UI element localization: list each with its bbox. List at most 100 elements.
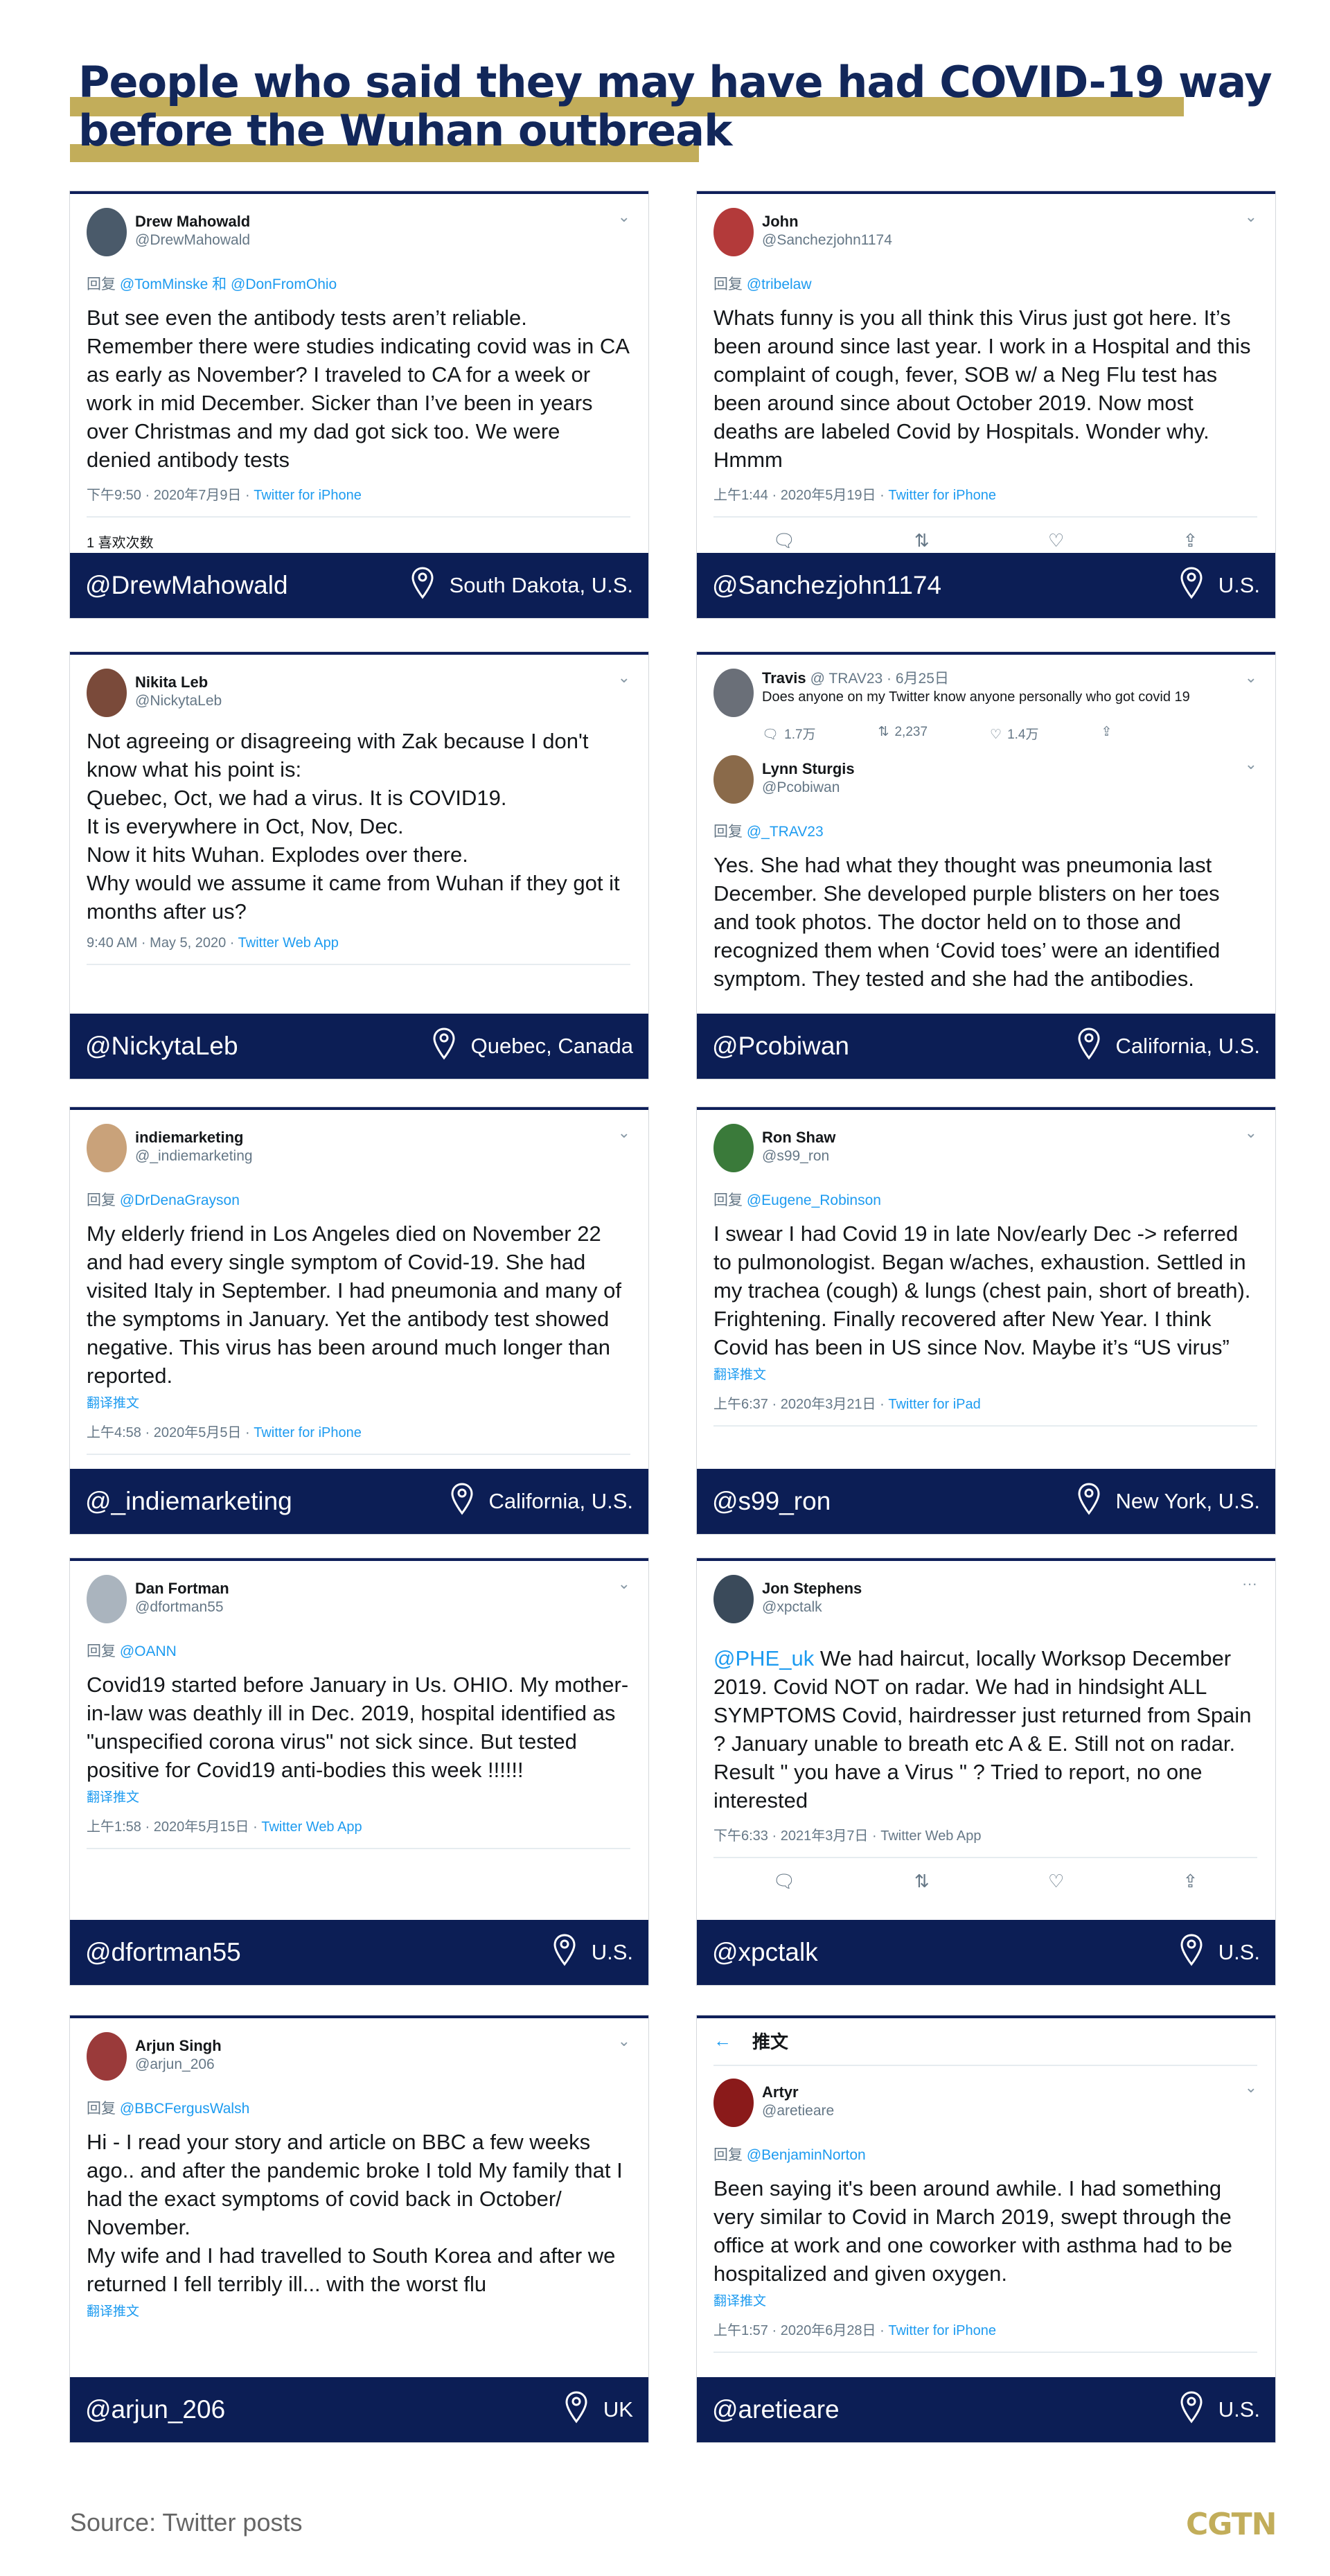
reply-to-link[interactable]: @TomMinske 和 @DonFromOhio bbox=[119, 276, 337, 292]
chevron-down-icon[interactable]: ⌄ bbox=[617, 2032, 630, 2049]
reply-to-link[interactable]: @_TRAV23 bbox=[746, 824, 824, 840]
avatar[interactable] bbox=[713, 1124, 754, 1172]
reply-button[interactable]: 🗨 bbox=[773, 530, 796, 552]
user-name[interactable]: Ron Shaw bbox=[762, 1129, 836, 1146]
tweet-header: Nikita Leb @NickytaLeb ⌄ bbox=[87, 669, 630, 717]
timestamp[interactable]: 上午4:58 · 2020年5月5日 · bbox=[87, 1425, 254, 1440]
share-button[interactable]: ⇪ bbox=[1101, 724, 1112, 743]
retweet-button[interactable]: ⇅ bbox=[914, 530, 930, 552]
timestamp[interactable]: 下午9:50 · 2020年7月9日 · bbox=[87, 488, 254, 503]
translate-link[interactable]: 翻译推文 bbox=[87, 1396, 140, 1411]
avatar[interactable] bbox=[713, 755, 754, 804]
parent-tweet-content: Travis @ TRAV23 · 6月25日 Does anyone on my … bbox=[762, 669, 1190, 706]
tweet-source[interactable]: Twitter for iPhone bbox=[888, 2323, 996, 2338]
user-handle[interactable]: @Sanchezjohn1174 bbox=[762, 232, 892, 248]
tweet-card: indiemarketing @_indiemarketing ⌄ 回复 @DrDen… bbox=[70, 1107, 648, 1534]
location-pin-icon bbox=[432, 1027, 471, 1066]
chevron-down-icon[interactable]: ⌄ bbox=[1244, 1124, 1257, 1141]
user-name[interactable]: Lynn Sturgis bbox=[762, 760, 855, 777]
tweet-source[interactable]: Twitter for iPhone bbox=[254, 488, 362, 503]
user-handle[interactable]: @xpctalk bbox=[762, 1599, 822, 1615]
timestamp[interactable]: 上午1:44 · 2020年5月19日 · bbox=[713, 488, 889, 503]
reply-button[interactable]: 🗨 bbox=[773, 1871, 796, 1892]
user-handle[interactable]: @DrewMahowald bbox=[135, 232, 251, 248]
timestamp[interactable]: 上午1:58 · 2020年5月15日 · bbox=[87, 1819, 262, 1835]
avatar[interactable] bbox=[713, 1575, 754, 1623]
action-count: 1.4万 bbox=[1007, 727, 1039, 742]
tweet-text-content: Not agreeing or disagreeing with Zak bec… bbox=[87, 729, 620, 924]
timestamp[interactable]: 9:40 AM · May 5, 2020 · bbox=[87, 935, 238, 951]
card-footer: @Sanchezjohn1174 U.S. bbox=[697, 553, 1275, 618]
translate-link[interactable]: 翻译推文 bbox=[87, 1790, 140, 1805]
avatar[interactable] bbox=[87, 208, 127, 256]
user-handle[interactable]: @arjun_206 bbox=[135, 2056, 215, 2072]
timestamp[interactable]: 上午1:57 · 2020年6月28日 · bbox=[713, 2323, 889, 2338]
reply-to-link[interactable]: @BBCFergusWalsh bbox=[119, 2101, 250, 2117]
reply-to-link[interactable]: @tribelaw bbox=[746, 276, 812, 292]
user-name[interactable]: Dan Fortman bbox=[135, 1580, 229, 1597]
mention-link[interactable]: @PHE_uk bbox=[713, 1646, 815, 1670]
retweet-button[interactable]: ⇅ 2,237 bbox=[878, 724, 928, 743]
translate-link[interactable]: 翻译推文 bbox=[713, 2294, 767, 2309]
user-handle[interactable]: @s99_ron bbox=[762, 1148, 830, 1164]
reply-to-link[interactable]: @Eugene_Robinson bbox=[746, 1192, 881, 1208]
user-name[interactable]: John bbox=[762, 213, 799, 230]
avatar[interactable] bbox=[87, 669, 127, 717]
user-name[interactable]: Artyr bbox=[762, 2083, 799, 2101]
reply-to-link[interactable]: @DrDenaGrayson bbox=[119, 1192, 240, 1208]
chevron-down-icon[interactable]: ⌄ bbox=[617, 1124, 630, 1141]
user-name[interactable]: Nikita Leb bbox=[135, 673, 209, 691]
user-handle[interactable]: @_indiemarketing bbox=[135, 1148, 253, 1164]
footer-handle: @s99_ron bbox=[712, 1487, 831, 1515]
avatar[interactable] bbox=[713, 2079, 754, 2127]
timestamp[interactable]: 上午6:37 · 2020年3月21日 · bbox=[713, 1397, 889, 1412]
tweet-text-content: Hi - I read your story and article on BB… bbox=[87, 2130, 623, 2296]
tweet-text-content: Whats funny is you all think this Virus … bbox=[713, 306, 1251, 472]
chevron-down-icon[interactable]: ⌄ bbox=[1244, 669, 1257, 686]
back-arrow-icon[interactable]: ← bbox=[713, 2030, 732, 2051]
parent-tweet[interactable]: Travis @ TRAV23 · 6月25日 Does anyone on my … bbox=[713, 669, 1257, 743]
translate-link[interactable]: 翻译推文 bbox=[87, 2304, 140, 2319]
more-icon[interactable]: ··· bbox=[1242, 1575, 1257, 1592]
avatar[interactable] bbox=[87, 1124, 127, 1172]
chevron-down-icon[interactable]: ⌄ bbox=[617, 1575, 630, 1592]
user-name[interactable]: indiemarketing bbox=[135, 1129, 244, 1146]
user-name[interactable]: Drew Mahowald bbox=[135, 213, 251, 230]
user-name[interactable]: Jon Stephens bbox=[762, 1580, 862, 1597]
user-handle[interactable]: @Pcobiwan bbox=[762, 779, 840, 795]
user-handle[interactable]: @NickytaLeb bbox=[135, 693, 222, 709]
chevron-down-icon[interactable]: ⌄ bbox=[617, 208, 630, 225]
tweet-source[interactable]: Twitter Web App bbox=[261, 1819, 362, 1835]
timestamp[interactable]: 下午6:33 · 2021年3月7日 · bbox=[713, 1828, 881, 1844]
like-button[interactable]: ♡ 1.4万 bbox=[990, 724, 1038, 743]
chevron-down-icon[interactable]: ⌄ bbox=[617, 669, 630, 686]
avatar[interactable] bbox=[713, 208, 754, 256]
user-handle[interactable]: @aretieare bbox=[762, 2103, 835, 2119]
reply-to-link[interactable]: @OANN bbox=[119, 1643, 177, 1659]
chevron-down-icon[interactable]: ⌄ bbox=[1244, 2079, 1257, 2096]
tweet-source[interactable]: Twitter for iPad bbox=[888, 1397, 981, 1412]
chevron-down-icon[interactable]: ⌄ bbox=[1244, 208, 1257, 225]
tweet-source[interactable]: Twitter for iPhone bbox=[254, 1425, 362, 1440]
like-button[interactable]: ♡ bbox=[1048, 1871, 1064, 1892]
avatar[interactable] bbox=[87, 2032, 127, 2081]
chevron-down-icon[interactable]: ⌄ bbox=[1244, 755, 1257, 773]
like-count[interactable]: 1 喜欢次数 bbox=[87, 536, 154, 551]
tweet-text: But see even the antibody tests aren’t r… bbox=[87, 303, 630, 474]
location: California, U.S. bbox=[450, 1482, 633, 1521]
share-button[interactable]: ⇪ bbox=[1183, 530, 1198, 552]
user-name[interactable]: Arjun Singh bbox=[135, 2037, 222, 2054]
avatar[interactable] bbox=[713, 669, 754, 717]
tweet-header: indiemarketing @_indiemarketing ⌄ bbox=[87, 1124, 630, 1172]
retweet-button[interactable]: ⇅ bbox=[914, 1871, 930, 1892]
reply-to-link[interactable]: @BenjaminNorton bbox=[746, 2147, 866, 2163]
like-button[interactable]: ♡ bbox=[1048, 530, 1064, 552]
user-handle[interactable]: @dfortman55 bbox=[135, 1599, 224, 1615]
share-button[interactable]: ⇪ bbox=[1183, 1871, 1198, 1892]
translate-link[interactable]: 翻译推文 bbox=[713, 1368, 767, 1382]
avatar[interactable] bbox=[87, 1575, 127, 1623]
tweet-source[interactable]: Twitter Web App bbox=[238, 935, 339, 951]
user-name[interactable]: Travis bbox=[762, 669, 806, 687]
tweet-source[interactable]: Twitter for iPhone bbox=[888, 488, 996, 503]
reply-button[interactable]: 🗨 1.7万 bbox=[762, 724, 816, 743]
